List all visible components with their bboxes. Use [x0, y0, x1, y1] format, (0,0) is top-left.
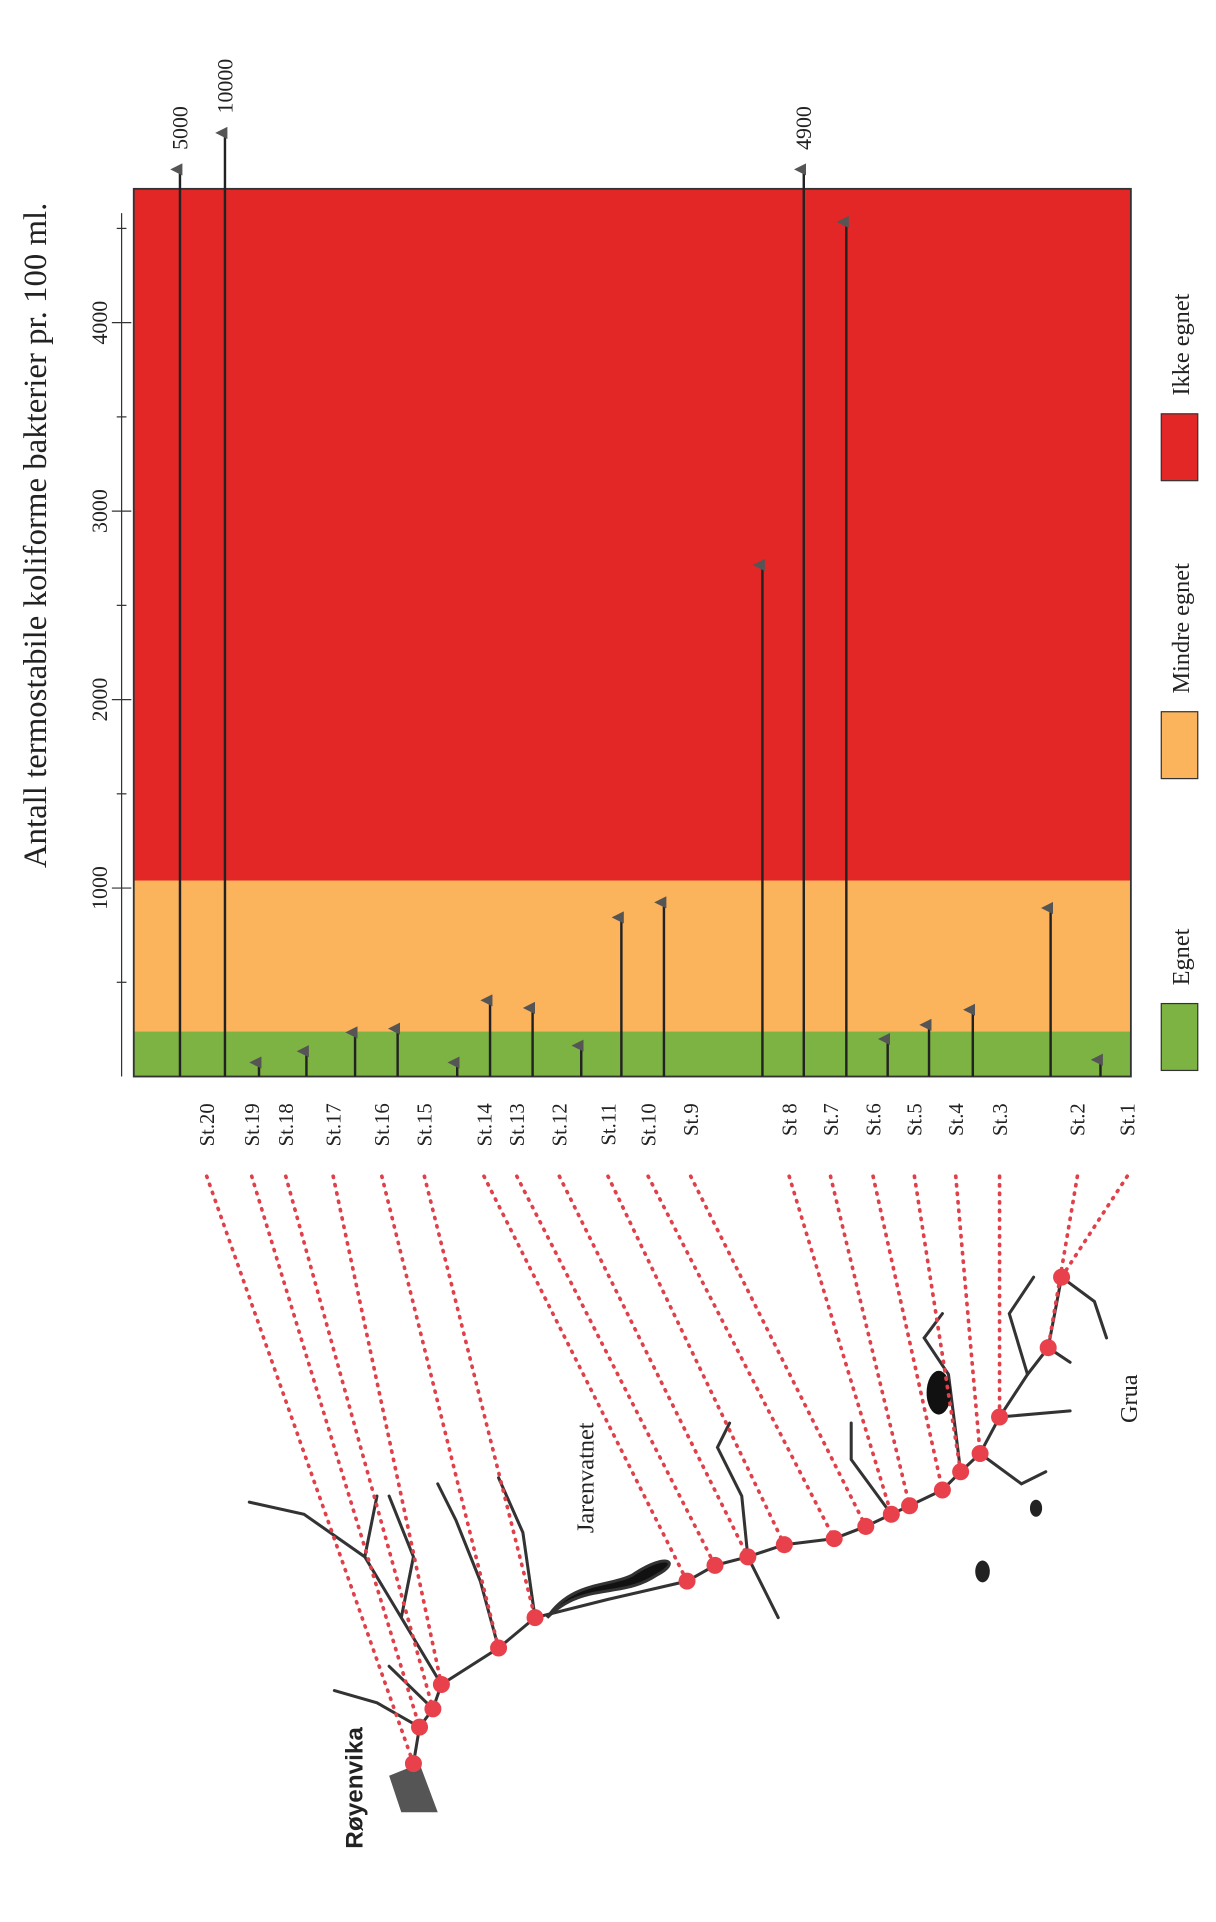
x-tick-label: St.4: [946, 1103, 968, 1136]
value-label: 5000: [168, 106, 192, 150]
zone: [133, 1031, 1131, 1077]
station-dot: [404, 1755, 422, 1773]
x-tick-label: St.3: [990, 1103, 1012, 1136]
leader-line: [283, 1174, 435, 1711]
station-dot: [857, 1517, 875, 1535]
legend-label: Ikke egnet: [1168, 293, 1195, 395]
x-tick-label: St.13: [507, 1103, 529, 1146]
map-label: Grua: [1116, 1374, 1143, 1423]
station-dot: [706, 1556, 724, 1574]
leader-line: [249, 1174, 422, 1729]
lake: [926, 1370, 951, 1415]
legend-swatch: [1160, 413, 1199, 482]
x-tick-label: St.11: [598, 1103, 620, 1145]
x-tick-label: St.2: [1068, 1103, 1090, 1136]
legend-swatch: [1160, 1002, 1199, 1072]
y-tick-label: 3000: [88, 489, 112, 533]
station-dot: [739, 1548, 757, 1566]
station-dot: [882, 1505, 900, 1523]
station-dot: [991, 1408, 1009, 1426]
x-tick-label: St.10: [638, 1103, 660, 1146]
leader-line: [331, 1174, 444, 1687]
station-dot: [901, 1497, 919, 1515]
tributaries: [247, 1275, 1109, 1729]
y-tick-label: 1000: [88, 866, 112, 910]
lake-jarenvatnet: [545, 1559, 671, 1619]
station-dot: [933, 1481, 951, 1499]
lake: [975, 1560, 990, 1583]
leader-line: [514, 1174, 717, 1568]
station-dot: [678, 1572, 696, 1590]
leader-line: [953, 1174, 982, 1456]
station-dot: [971, 1444, 989, 1462]
x-tick-label: St.6: [863, 1103, 885, 1136]
river: [411, 1275, 1064, 1766]
leader-line: [871, 1174, 945, 1492]
leader-line: [482, 1174, 689, 1583]
zone: [133, 188, 1131, 881]
zone: [133, 880, 1131, 1032]
leader-line: [380, 1174, 501, 1650]
station-dot: [775, 1536, 793, 1554]
chart-title: Antall termostabile koliforme bakterier …: [18, 203, 54, 869]
x-tick-label: St.7: [821, 1103, 843, 1136]
map-label: Jarenvatnet: [572, 1422, 599, 1533]
leader-line: [422, 1174, 537, 1620]
x-tick-label: St.19: [242, 1103, 264, 1146]
station-dot: [1053, 1268, 1071, 1286]
x-tick-label: St.17: [323, 1103, 345, 1146]
leader-line: [828, 1174, 912, 1508]
value-label: 10000: [213, 59, 237, 114]
x-tick-label: St.12: [550, 1103, 572, 1146]
x-tick-label: St.20: [197, 1103, 219, 1146]
station-dot: [432, 1676, 450, 1694]
station-dot: [490, 1639, 508, 1657]
x-tick-label: St.15: [415, 1103, 437, 1146]
x-tick-label: St.18: [276, 1103, 298, 1146]
station-dot: [952, 1463, 970, 1481]
x-tick-label: St 8: [779, 1103, 801, 1136]
x-tick-label: St.5: [905, 1103, 927, 1136]
leader-line: [912, 1174, 963, 1474]
lake-royenvika: [389, 1763, 438, 1813]
plot-frame: [132, 187, 1132, 1078]
map-label: Røyenvika: [341, 1727, 368, 1849]
legend-swatch: [1160, 711, 1199, 780]
x-tick-label: St.16: [372, 1103, 394, 1146]
leader-line: [646, 1174, 836, 1541]
value-label: 4900: [792, 106, 816, 150]
y-tick-label: 2000: [88, 678, 112, 722]
station-dot: [424, 1700, 442, 1718]
station-dot: [1039, 1339, 1057, 1357]
leader-line: [1046, 1174, 1080, 1350]
leader-line: [787, 1174, 894, 1517]
x-tick-label: St.1: [1118, 1103, 1140, 1136]
leader-line: [688, 1174, 868, 1529]
x-tick-label: St.14: [474, 1103, 496, 1146]
legend-label: Egnet: [1168, 928, 1195, 985]
leader-line: [204, 1174, 416, 1766]
station-dot: [526, 1609, 544, 1627]
leader-line: [606, 1174, 787, 1547]
lake: [1029, 1499, 1043, 1517]
station-dot: [825, 1530, 843, 1548]
leader-line: [557, 1174, 750, 1559]
y-tick-label: 4000: [88, 301, 112, 345]
legend-label: Mindre egnet: [1168, 563, 1195, 694]
leader-line: [1059, 1174, 1130, 1279]
x-tick-label: St.9: [681, 1103, 703, 1136]
station-dot: [411, 1718, 429, 1736]
river-map: [247, 1275, 1109, 1813]
